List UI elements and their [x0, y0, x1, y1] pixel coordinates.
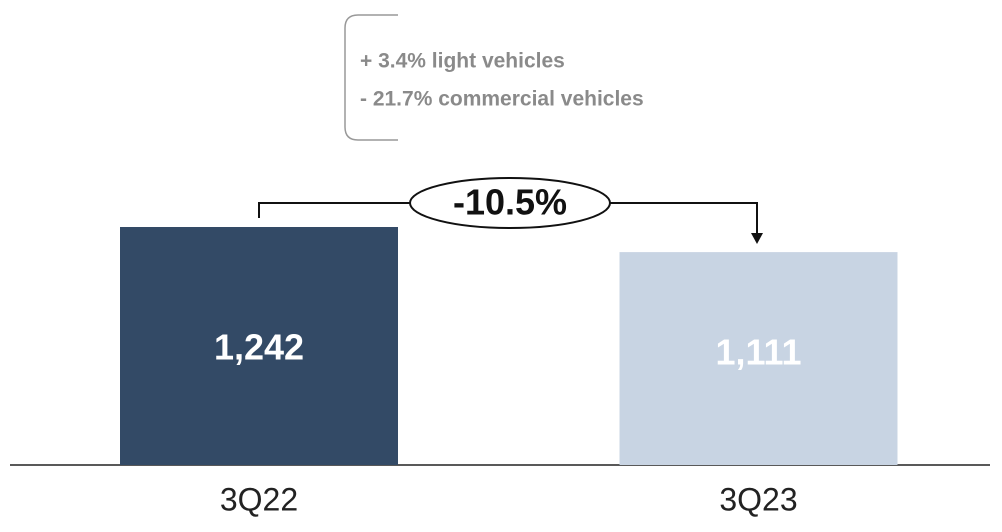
arrow-head [751, 233, 763, 244]
note: + 3.4% light vehicles [360, 50, 565, 73]
note: - 21.7% commercial vehicles [360, 88, 644, 111]
value-label: 1,111 [715, 332, 801, 373]
change-bubble [409, 177, 611, 229]
x-tick-label: 3Q22 [220, 481, 298, 517]
bar [619, 252, 898, 465]
x-tick-label: 3Q23 [719, 481, 797, 517]
change-label: -10.5% [453, 182, 567, 223]
value-label: 1,242 [214, 327, 304, 368]
change-connector [258, 202, 758, 234]
note-bracket [344, 14, 398, 141]
bar [120, 227, 398, 465]
